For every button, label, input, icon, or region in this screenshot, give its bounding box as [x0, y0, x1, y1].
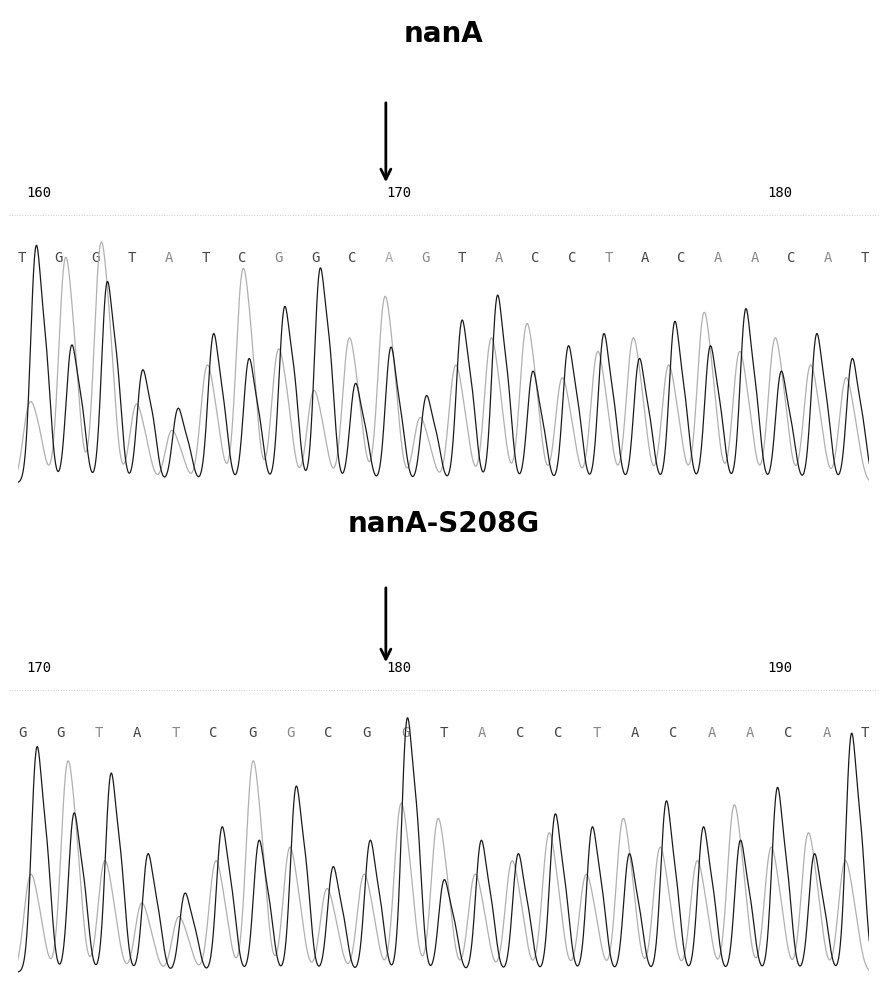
Text: G: G	[55, 251, 63, 265]
Text: T: T	[95, 726, 103, 740]
Text: A: A	[823, 251, 831, 265]
Text: C: C	[531, 251, 539, 265]
Text: A: A	[384, 251, 392, 265]
Text: C: C	[237, 251, 246, 265]
Text: T: T	[457, 251, 465, 265]
Text: A: A	[133, 726, 141, 740]
Text: G: G	[91, 251, 99, 265]
Text: T: T	[859, 251, 868, 265]
Text: T: T	[18, 251, 27, 265]
Text: C: C	[668, 726, 677, 740]
Text: G: G	[362, 726, 370, 740]
Text: C: C	[677, 251, 685, 265]
Text: 190: 190	[766, 661, 791, 675]
Text: T: T	[859, 726, 868, 740]
Text: C: C	[567, 251, 575, 265]
Text: A: A	[630, 726, 639, 740]
Text: C: C	[787, 251, 795, 265]
Text: G: G	[286, 726, 294, 740]
Text: G: G	[274, 251, 283, 265]
Text: C: C	[783, 726, 791, 740]
Text: G: G	[247, 726, 256, 740]
Text: A: A	[640, 251, 649, 265]
Text: G: G	[311, 251, 319, 265]
Text: C: C	[209, 726, 218, 740]
Text: G: G	[56, 726, 65, 740]
Text: A: A	[164, 251, 173, 265]
Text: T: T	[439, 726, 447, 740]
Text: 160: 160	[27, 186, 51, 200]
Text: G: G	[421, 251, 429, 265]
Text: A: A	[494, 251, 502, 265]
Text: 170: 170	[385, 186, 410, 200]
Text: A: A	[750, 251, 758, 265]
Text: A: A	[745, 726, 753, 740]
Text: T: T	[592, 726, 600, 740]
Text: nanA: nanA	[403, 20, 483, 48]
Text: C: C	[324, 726, 332, 740]
Text: T: T	[171, 726, 179, 740]
Text: C: C	[554, 726, 562, 740]
Text: 180: 180	[385, 661, 410, 675]
Text: G: G	[18, 726, 27, 740]
Text: G: G	[400, 726, 409, 740]
Text: A: A	[477, 726, 486, 740]
Text: T: T	[603, 251, 612, 265]
Text: A: A	[821, 726, 830, 740]
Text: 180: 180	[766, 186, 791, 200]
Text: A: A	[713, 251, 722, 265]
Text: T: T	[128, 251, 136, 265]
Text: T: T	[201, 251, 209, 265]
Text: C: C	[516, 726, 524, 740]
Text: A: A	[707, 726, 715, 740]
Text: 170: 170	[27, 661, 51, 675]
Text: C: C	[347, 251, 355, 265]
Text: nanA-S208G: nanA-S208G	[347, 510, 539, 538]
